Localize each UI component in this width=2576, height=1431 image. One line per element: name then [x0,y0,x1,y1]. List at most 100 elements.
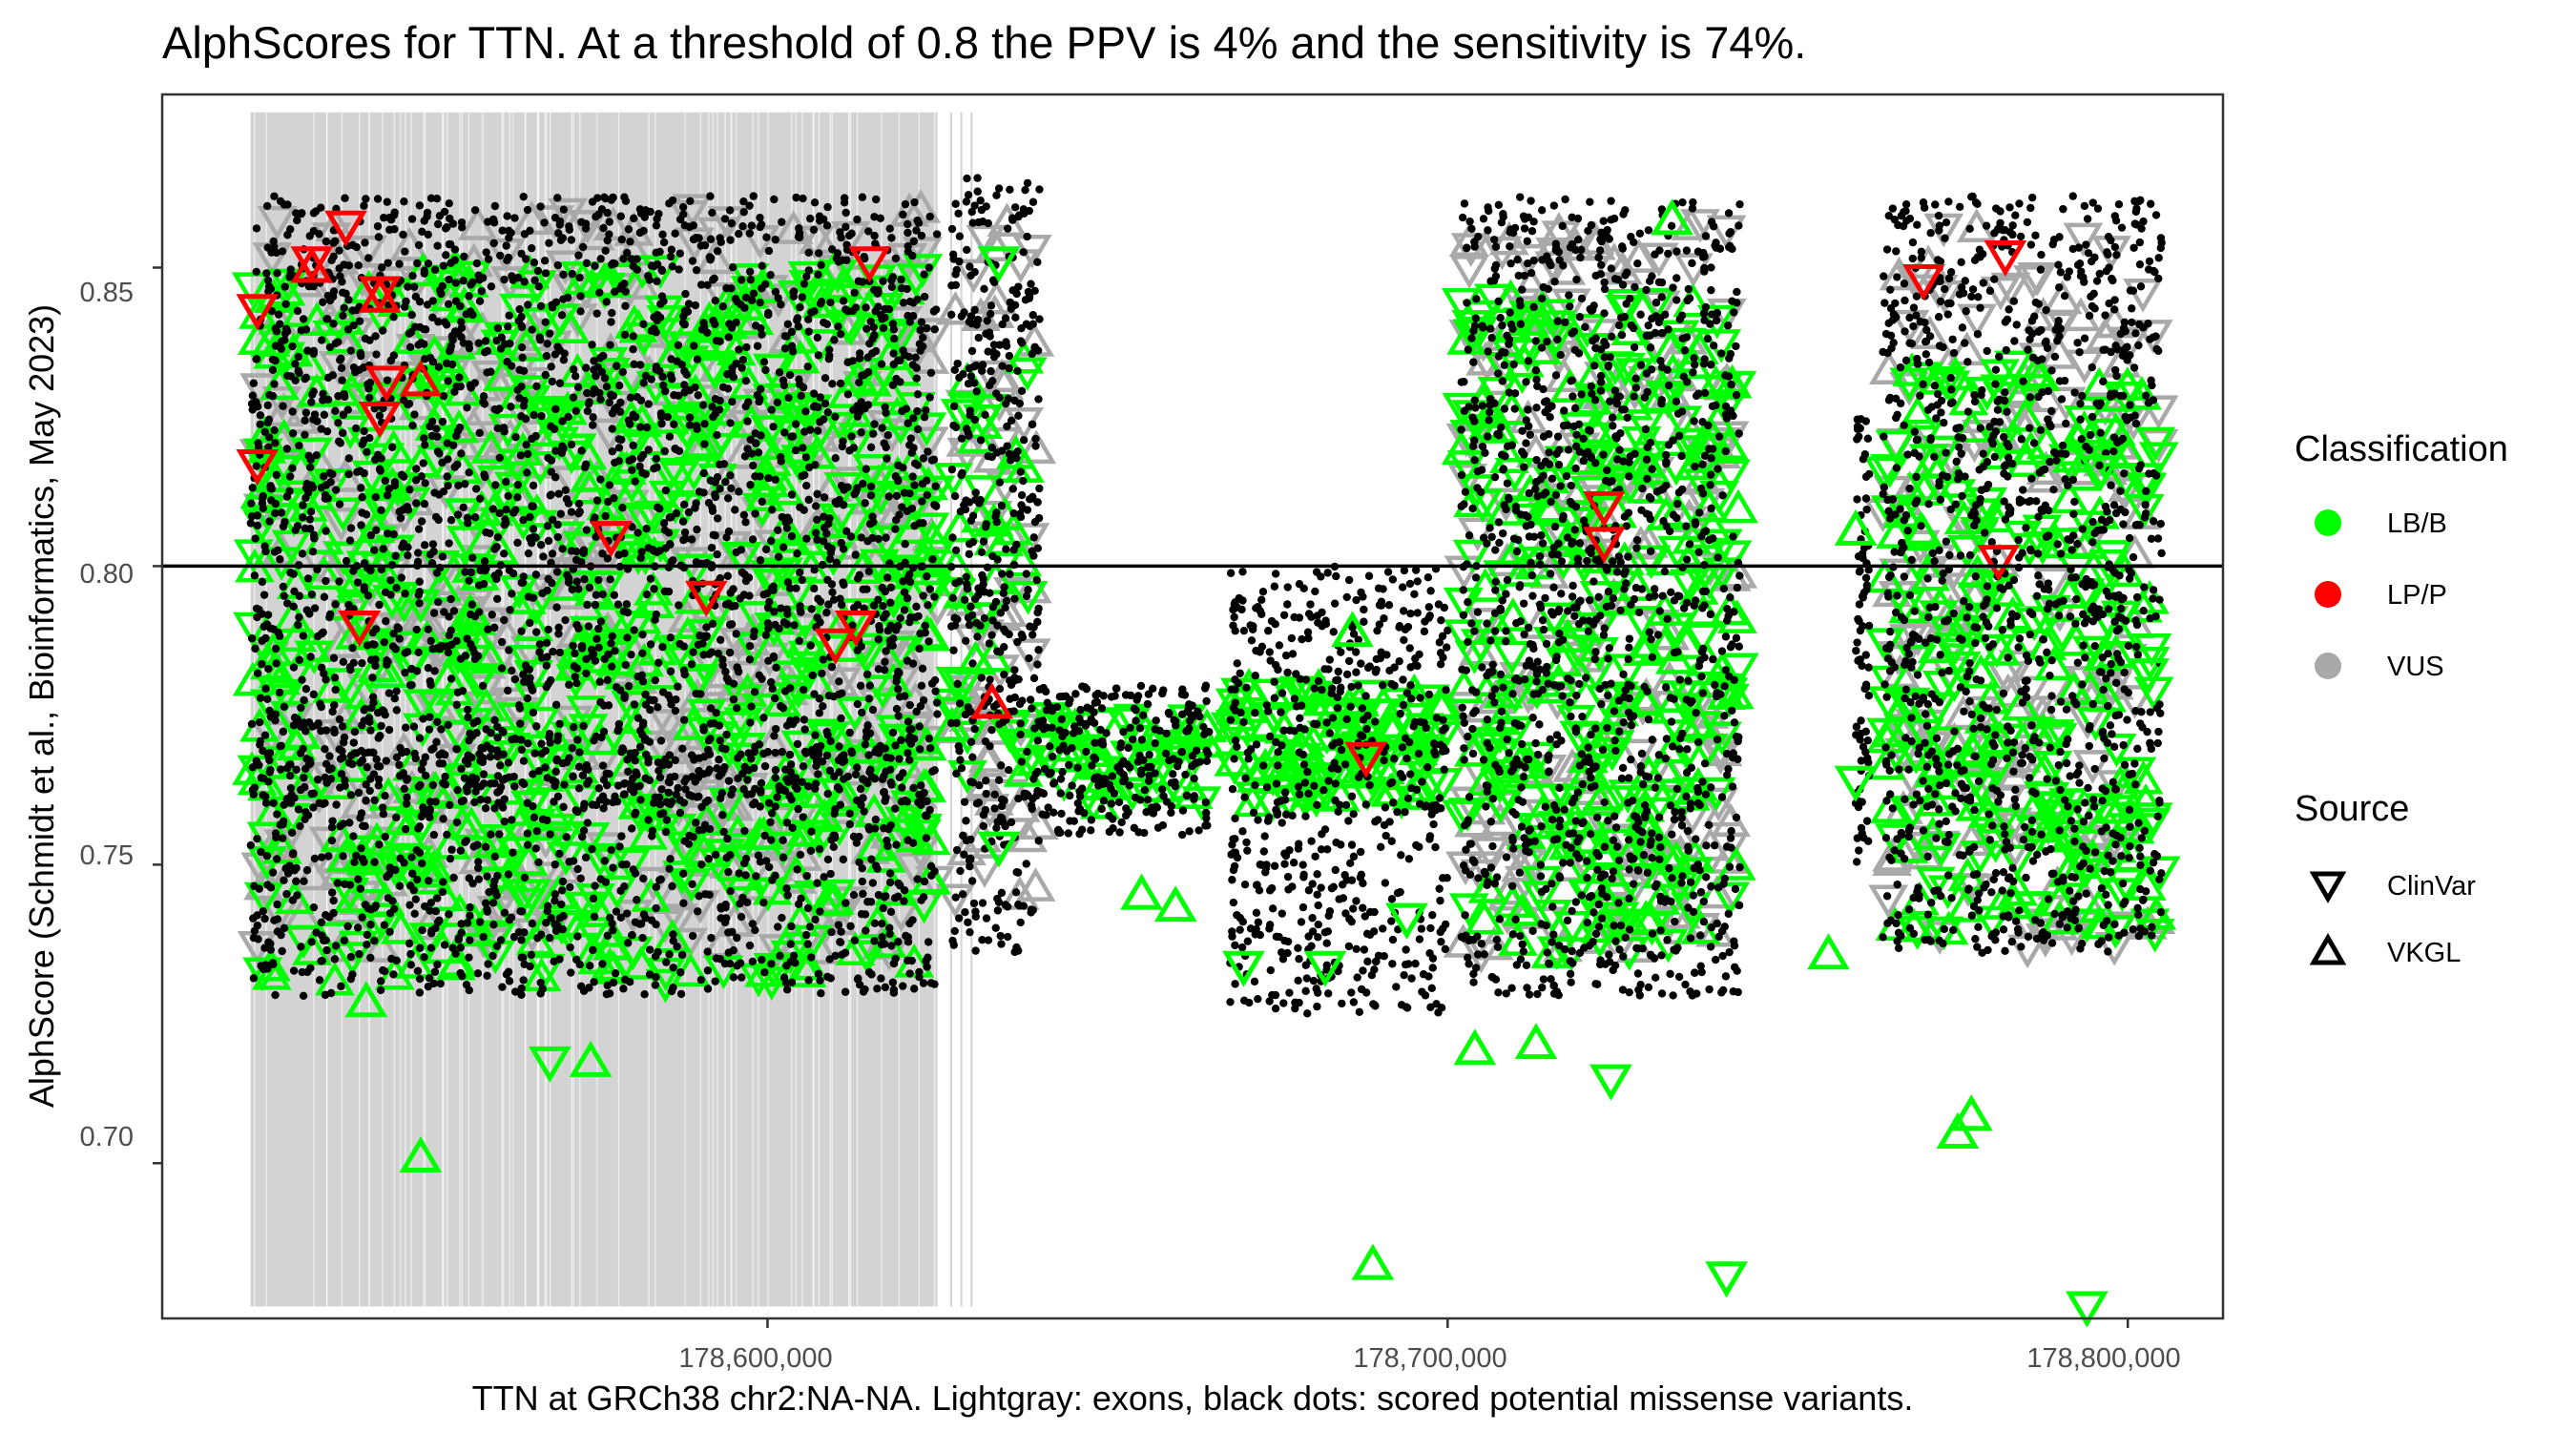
scored-variant-dot [917,231,926,240]
scored-variant-dot [472,485,481,493]
scored-variant-dot [475,581,484,590]
variant-cloud-mark [659,634,700,669]
scored-variant-dot [433,241,442,250]
variant-cloud-mark [293,856,334,891]
scored-variant-dot [299,501,307,509]
scored-variant-dot [693,525,701,534]
scored-variant-dot [360,586,369,594]
scored-variant-dot [572,577,581,586]
variant-cloud-mark [1398,731,1439,766]
scored-variant-dot [851,550,860,559]
variant-cloud-mark [650,458,691,492]
scored-variant-dot [480,557,489,566]
scored-variant-dot [862,670,872,679]
scored-variant-dot [916,702,925,711]
scored-variant-dot [555,379,565,387]
scored-variant-dot [260,427,269,436]
scored-variant-dot [910,459,920,468]
scored-variant-dot [930,766,939,775]
scored-variant-dot [795,229,804,238]
scored-variant-dot [484,625,492,633]
scored-variant-dot [636,553,645,562]
scored-variant-dot [559,356,569,364]
variant-cloud-mark [1008,580,1049,615]
scored-variant-dot [624,225,634,234]
scored-variant-dot [747,702,756,711]
scored-variant-dot [360,201,368,210]
scored-variant-dot [393,623,402,632]
scored-variant-dot [717,238,725,246]
scored-variant-dot [884,492,893,501]
scored-variant-dot [443,222,451,232]
scored-variant-dot [652,365,661,374]
scored-variant-dot [335,264,343,273]
scored-variant-dot [530,258,539,267]
variant-cloud-mark [350,859,391,894]
scored-variant-dot [896,613,904,623]
scored-variant-dot [475,608,484,616]
scored-variant-dot [303,346,312,355]
variant-cloud-mark [1452,539,1493,574]
scored-variant-dot [657,419,666,428]
scored-variant-dot [490,545,499,553]
scored-variant-dot [382,617,390,626]
scored-variant-dot [910,481,919,489]
scored-variant-dot [426,194,436,203]
scored-variant-dot [874,595,883,604]
scored-variant-dot [491,481,500,489]
scored-variant-dot [530,410,538,420]
scored-variant-dot [800,280,809,288]
scored-variant-dot [833,783,842,792]
scored-variant-dot [895,755,904,763]
scored-variant-dot [443,439,452,447]
variant-cloud-mark [1708,840,1749,874]
variant-cloud-mark [1210,712,1251,747]
variant-cloud-mark [1699,480,1739,515]
scored-variant-dot [538,589,547,598]
scored-variant-dot [796,568,804,577]
scored-variant-dot [337,363,346,373]
scored-variant-dot [585,398,593,406]
scored-variant-dot [274,310,283,319]
variant-cloud-mark [1645,380,1686,415]
scored-variant-dot [375,600,384,610]
scored-variant-dot [710,718,718,728]
scored-variant-dot [361,334,370,343]
scored-variant-dot [500,275,509,284]
scored-variant-dot [389,351,399,360]
scored-variant-dot [913,425,923,434]
scored-variant-dot [713,247,722,256]
scored-variant-dot [253,511,262,520]
scored-variant-dot [513,538,522,548]
scored-variant-dot [785,584,795,592]
scored-variant-dot [614,444,624,452]
variant-cloud-mark [793,880,834,915]
variant-cloud-mark [661,533,702,569]
scored-variant-dot [567,236,576,244]
scored-variant-dot [415,588,424,596]
variant-cloud-mark [507,887,548,923]
variant-cloud-mark [611,691,652,725]
scored-variant-dot [301,408,311,417]
scored-variant-dot [376,467,384,475]
variant-cloud-mark [320,818,361,852]
variant-cloud-mark [1492,597,1533,632]
scored-variant-dot [556,236,566,244]
scored-variant-dot [452,431,461,441]
variant-cloud-mark [1587,714,1628,749]
scored-variant-dot [638,450,648,460]
variant-cloud-mark [869,372,910,406]
variant-cloud-mark [883,633,924,669]
scored-variant-dot [608,308,616,318]
scored-variant-dot [412,465,421,473]
scored-variant-dot [918,664,927,674]
variant-cloud-mark [695,356,736,391]
scored-variant-dot [903,507,912,515]
scored-variant-dot [426,550,435,559]
scored-variant-dot [905,700,915,710]
scored-variant-dot [446,239,455,249]
scored-variant-dot [252,398,260,406]
scored-variant-dot [709,530,717,539]
scored-variant-dot [397,470,406,479]
scored-variant-dot [410,282,419,291]
